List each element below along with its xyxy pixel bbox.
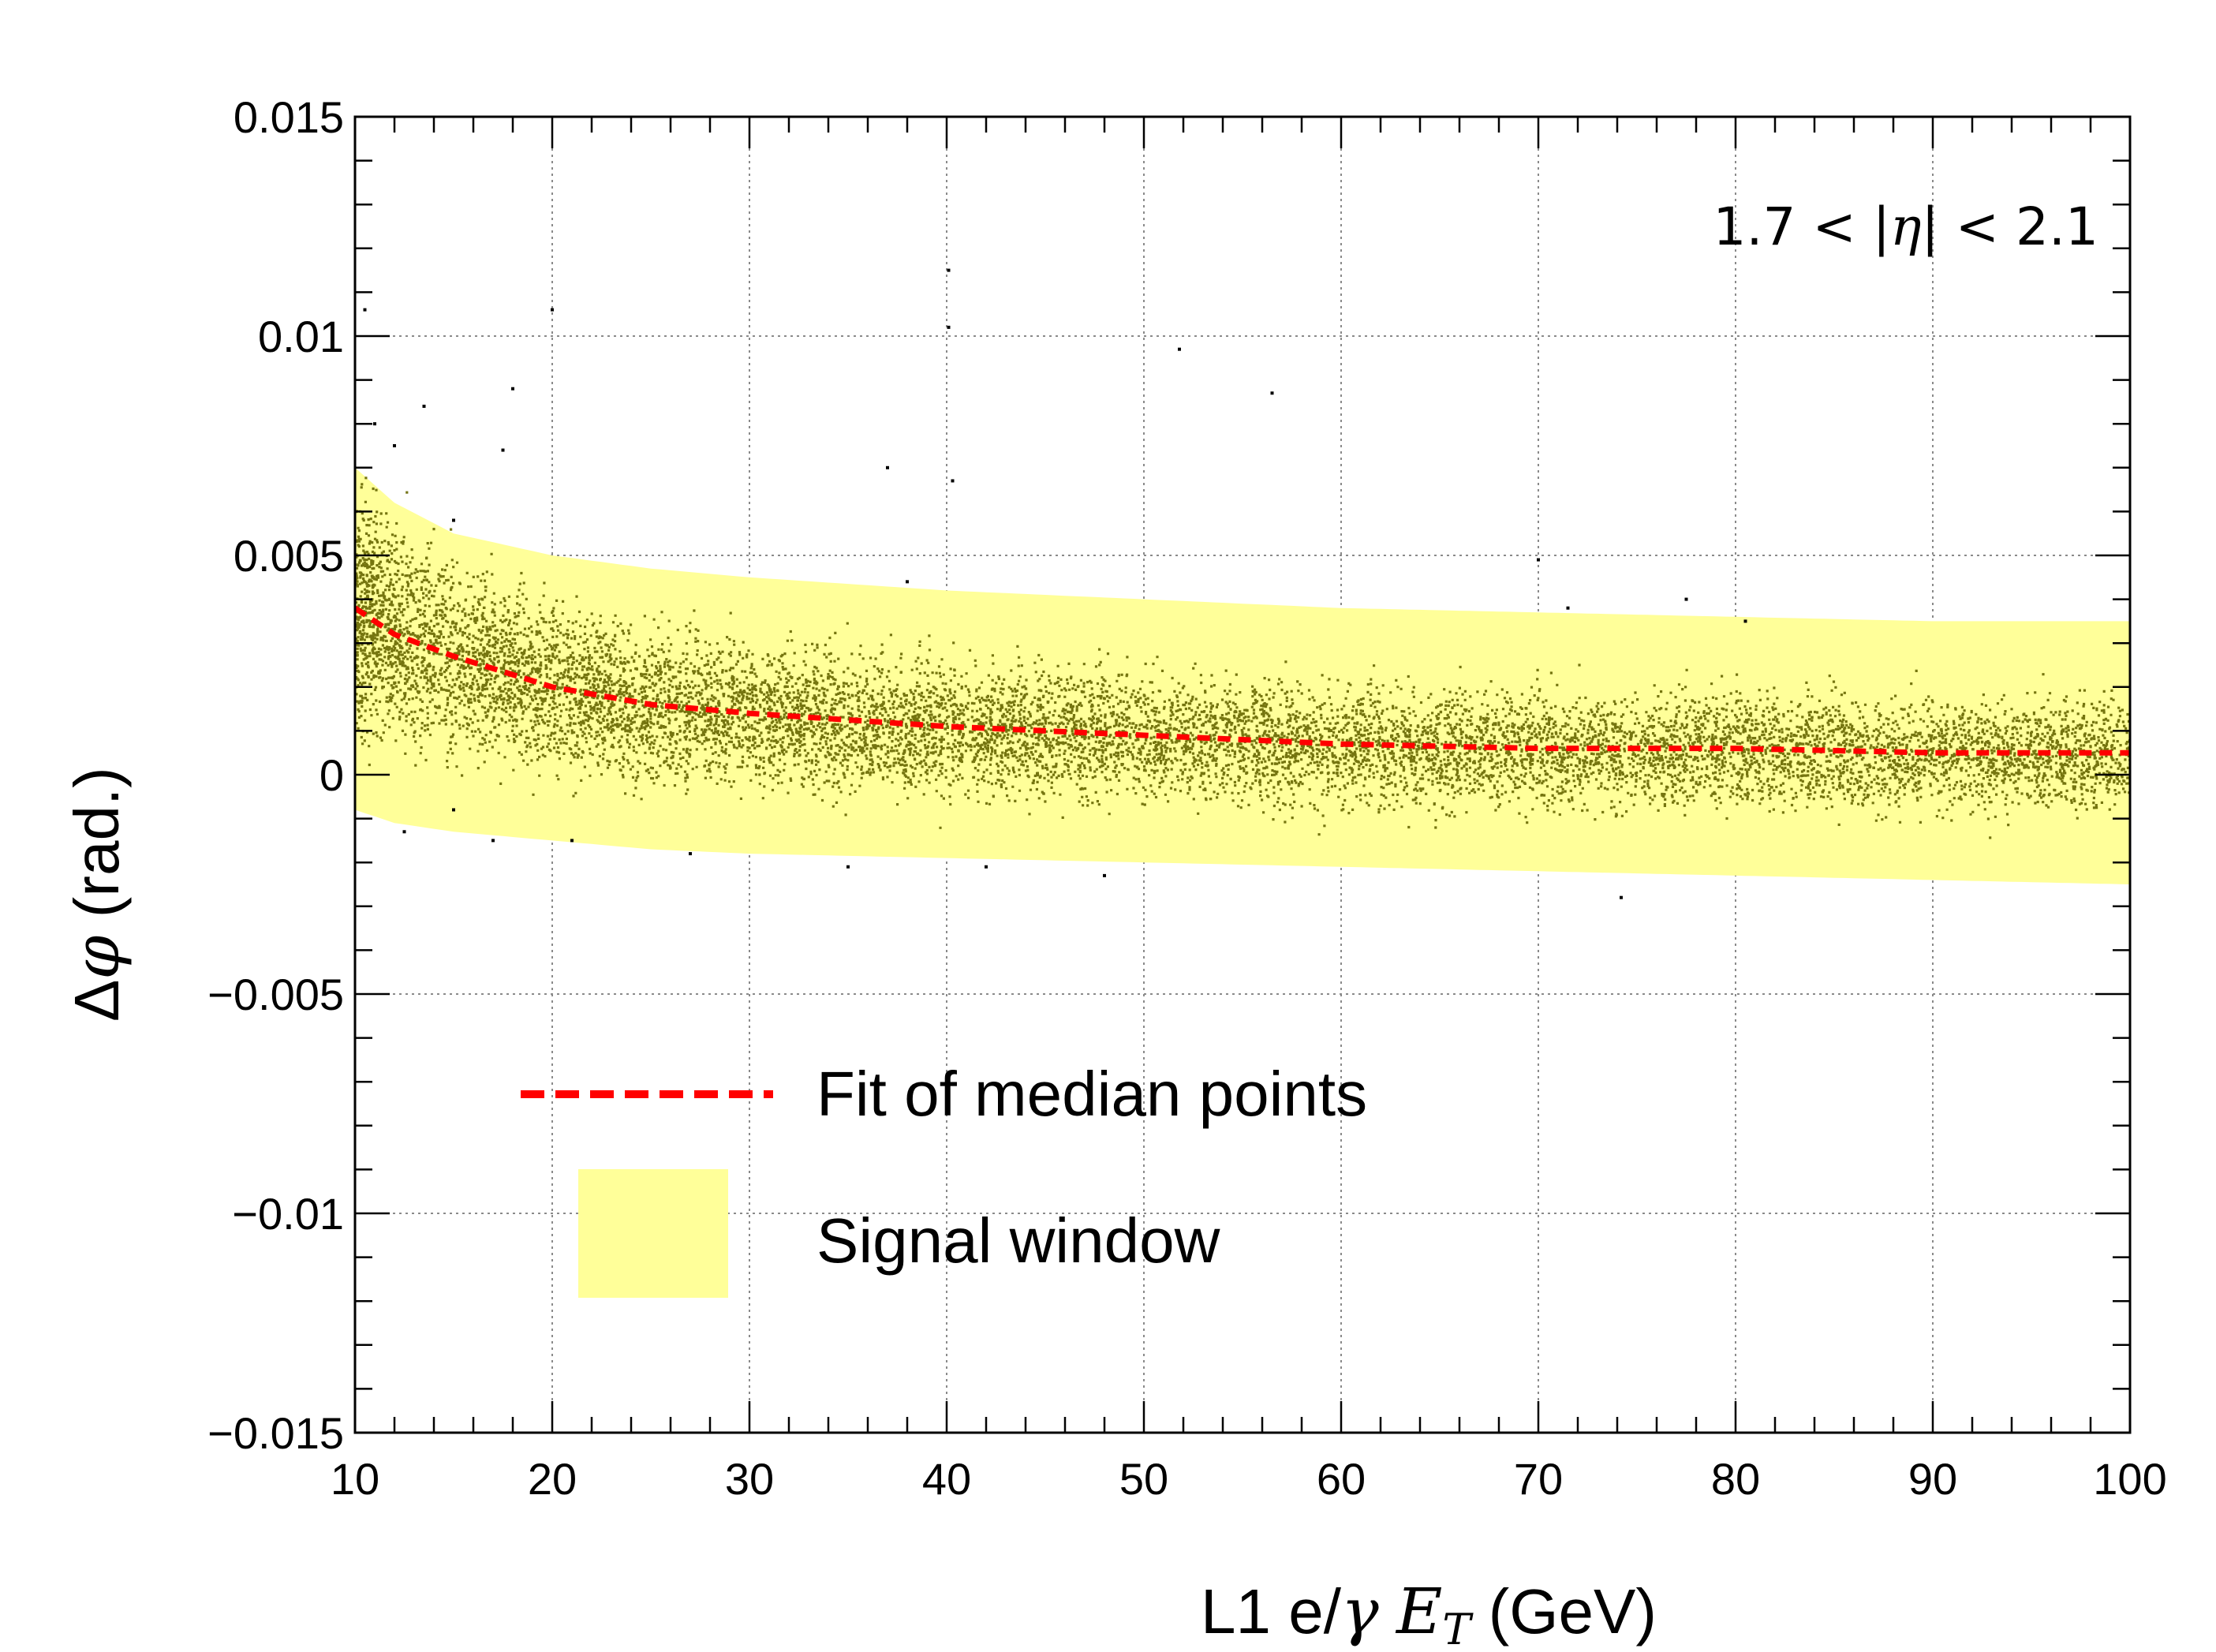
outlier-point xyxy=(846,865,850,869)
outlier-point xyxy=(1178,347,1181,351)
outlier-point xyxy=(551,308,554,312)
axis-ticks xyxy=(353,115,2132,1434)
legend-signal-label: Signal window xyxy=(817,1205,1220,1276)
outlier-point xyxy=(422,404,426,408)
y-tick-label: 0.01 xyxy=(258,312,344,361)
y-tick-label: −0.01 xyxy=(232,1189,344,1239)
x-tick-label: 30 xyxy=(725,1454,774,1504)
signal-window-band xyxy=(355,467,2130,884)
legend: Fit of median points Signal window xyxy=(521,1059,1367,1298)
x-tick-label: 90 xyxy=(1908,1454,1957,1504)
x-tick-label: 70 xyxy=(1514,1454,1563,1504)
outlier-point xyxy=(951,479,955,483)
x-tick-label: 100 xyxy=(2093,1454,2166,1504)
outlier-point xyxy=(1270,391,1274,395)
plot-area xyxy=(355,268,2130,899)
outlier-point xyxy=(947,268,951,272)
x-tick-label: 20 xyxy=(528,1454,577,1504)
y-tick-label: 0.005 xyxy=(234,531,344,581)
y-tick-label: −0.015 xyxy=(207,1408,344,1458)
tick-labels: 10 20 30 40 50 60 70 80 90 100 −0.015 −0.01 −0.005 0 0… xyxy=(207,92,2167,1504)
x-tick-label: 10 xyxy=(331,1454,379,1504)
outlier-point xyxy=(1103,873,1106,877)
outlier-point xyxy=(452,518,455,522)
outlier-point xyxy=(1566,606,1570,610)
outlier-point xyxy=(1743,619,1747,623)
outlier-point xyxy=(947,325,951,329)
median-fit-line xyxy=(355,605,2130,756)
outlier-point xyxy=(511,387,514,391)
outlier-point xyxy=(1537,558,1540,562)
outlier-point xyxy=(363,308,367,312)
x-axis-title: L1 e/γ ET (GeV) xyxy=(1201,1575,1657,1652)
x-tick-label: 40 xyxy=(922,1454,971,1504)
legend-fit-label: Fit of median points xyxy=(817,1059,1367,1129)
event-points xyxy=(355,477,2130,839)
outlier-points xyxy=(363,268,1747,899)
outlier-point xyxy=(491,839,495,843)
outlier-point xyxy=(906,580,909,584)
outlier-point xyxy=(689,852,692,856)
y-tick-label: 0 xyxy=(320,750,344,800)
y-tick-label: −0.005 xyxy=(207,970,344,1019)
outlier-point xyxy=(402,830,406,834)
legend-signal-swatch xyxy=(578,1169,728,1298)
outlier-point xyxy=(1684,597,1688,601)
outlier-point xyxy=(452,808,455,812)
x-tick-label: 50 xyxy=(1119,1454,1168,1504)
outlier-point xyxy=(501,448,505,452)
outlier-point xyxy=(570,839,574,843)
event-point-cloud xyxy=(355,477,2130,839)
y-axis-title: Δφ (rad.) xyxy=(60,767,133,1022)
x-tick-label: 60 xyxy=(1317,1454,1366,1504)
outlier-point xyxy=(1620,895,1623,899)
outlier-point xyxy=(886,465,889,469)
y-tick-label: 0.015 xyxy=(234,92,344,142)
x-tick-label: 80 xyxy=(1711,1454,1760,1504)
outlier-point xyxy=(373,422,376,426)
outlier-point xyxy=(393,444,396,447)
eta-region-label: 1.7 < |η| < 2.1 xyxy=(1713,196,2098,257)
outlier-point xyxy=(985,865,988,869)
